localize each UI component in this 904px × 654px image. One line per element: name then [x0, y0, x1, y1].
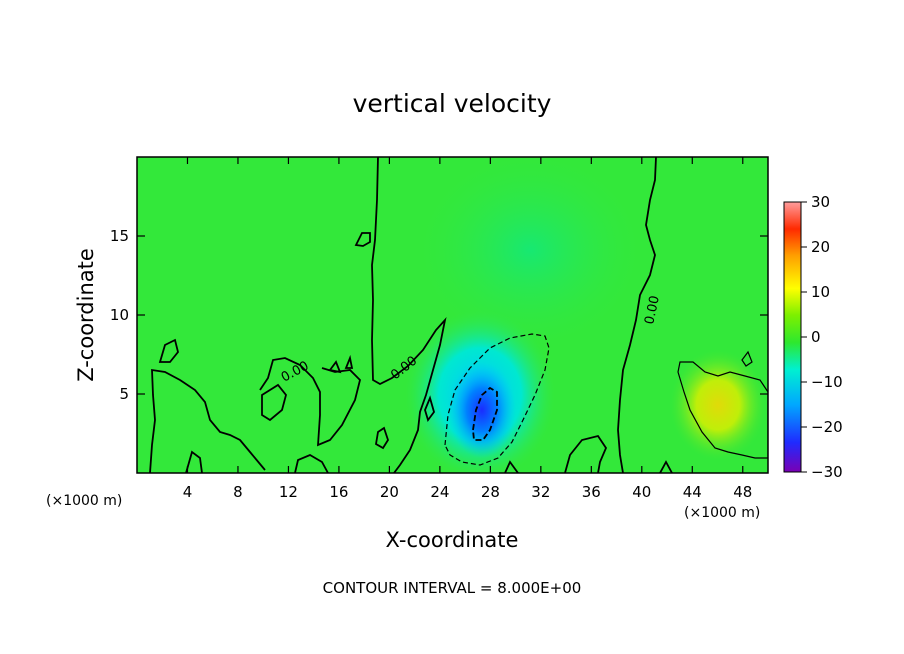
y-tick-label: 5 [119, 385, 129, 403]
zero-contour-line [617, 157, 657, 473]
zero-contour-line [371, 157, 447, 473]
colorbar-tick-label: 30 [811, 193, 830, 211]
x-tick-label: 20 [380, 483, 399, 501]
negative-contour-dashed [444, 333, 550, 466]
x-tick-label: 40 [632, 483, 651, 501]
y-tick-label: 10 [110, 306, 129, 324]
colorbar-tick-label: −30 [811, 463, 843, 481]
downdraft-core-region [448, 362, 516, 458]
x-tick-label: 32 [531, 483, 550, 501]
chart-title: vertical velocity [353, 89, 552, 118]
zero-contour-line [424, 395, 435, 422]
zero-contour-line [659, 460, 673, 473]
negative-contour-dashed [472, 386, 498, 441]
positive-contour-line [677, 361, 768, 459]
contour-label: 0.00 [642, 294, 663, 325]
zero-contour-line [149, 368, 266, 473]
x-unit-label-left: (×1000 m) [46, 493, 122, 509]
zero-contour-line [504, 460, 519, 473]
colorbar-tick-label: 20 [811, 238, 830, 256]
x-axis-title: X-coordinate [386, 528, 519, 552]
zero-contour-line [261, 383, 287, 422]
zero-contour-line [564, 434, 608, 473]
plot-area [137, 157, 768, 473]
x-tick-label: 48 [733, 483, 752, 501]
zero-contour-line [294, 453, 329, 473]
x-axis-ticks: 4 8 12 16 20 24 28 32 36 40 44 48 [183, 157, 752, 501]
zero-contour-line [328, 360, 342, 374]
upper-divergence-region [420, 157, 640, 345]
updraft-region [670, 350, 766, 460]
zero-contour-line [344, 354, 354, 369]
y-tick-label: 15 [110, 227, 129, 245]
x-tick-label: 12 [279, 483, 298, 501]
zero-contour-line [354, 232, 371, 247]
x-tick-label: 4 [183, 483, 193, 501]
x-tick-label: 44 [683, 483, 702, 501]
y-axis-title: Z-coordinate [74, 248, 98, 382]
zero-contour-line [185, 450, 203, 473]
x-tick-label: 8 [233, 483, 243, 501]
colorbar-tick-label: −10 [811, 373, 843, 391]
zero-contour-line [375, 426, 389, 450]
zero-contour-line [259, 357, 361, 447]
colorbar-tick-label: 0 [811, 328, 821, 346]
x-tick-label: 24 [430, 483, 449, 501]
positive-contour-line [741, 350, 753, 367]
x-unit-label-right: (×1000 m) [684, 505, 760, 521]
x-tick-label: 36 [582, 483, 601, 501]
zero-contours [149, 157, 673, 473]
colorbar [783, 201, 802, 473]
y-axis-ticks: 5 10 15 [110, 227, 768, 403]
zero-contour-line [158, 338, 179, 363]
colorbar-ticks: 30 20 10 0 −10 −20 −30 [801, 193, 843, 481]
x-tick-label: 28 [481, 483, 500, 501]
x-tick-label: 16 [329, 483, 348, 501]
colorbar-tick-label: −20 [811, 418, 843, 436]
contour-interval-note: CONTOUR INTERVAL = 8.000E+00 [323, 579, 582, 597]
colorbar-tick-label: 10 [811, 283, 830, 301]
